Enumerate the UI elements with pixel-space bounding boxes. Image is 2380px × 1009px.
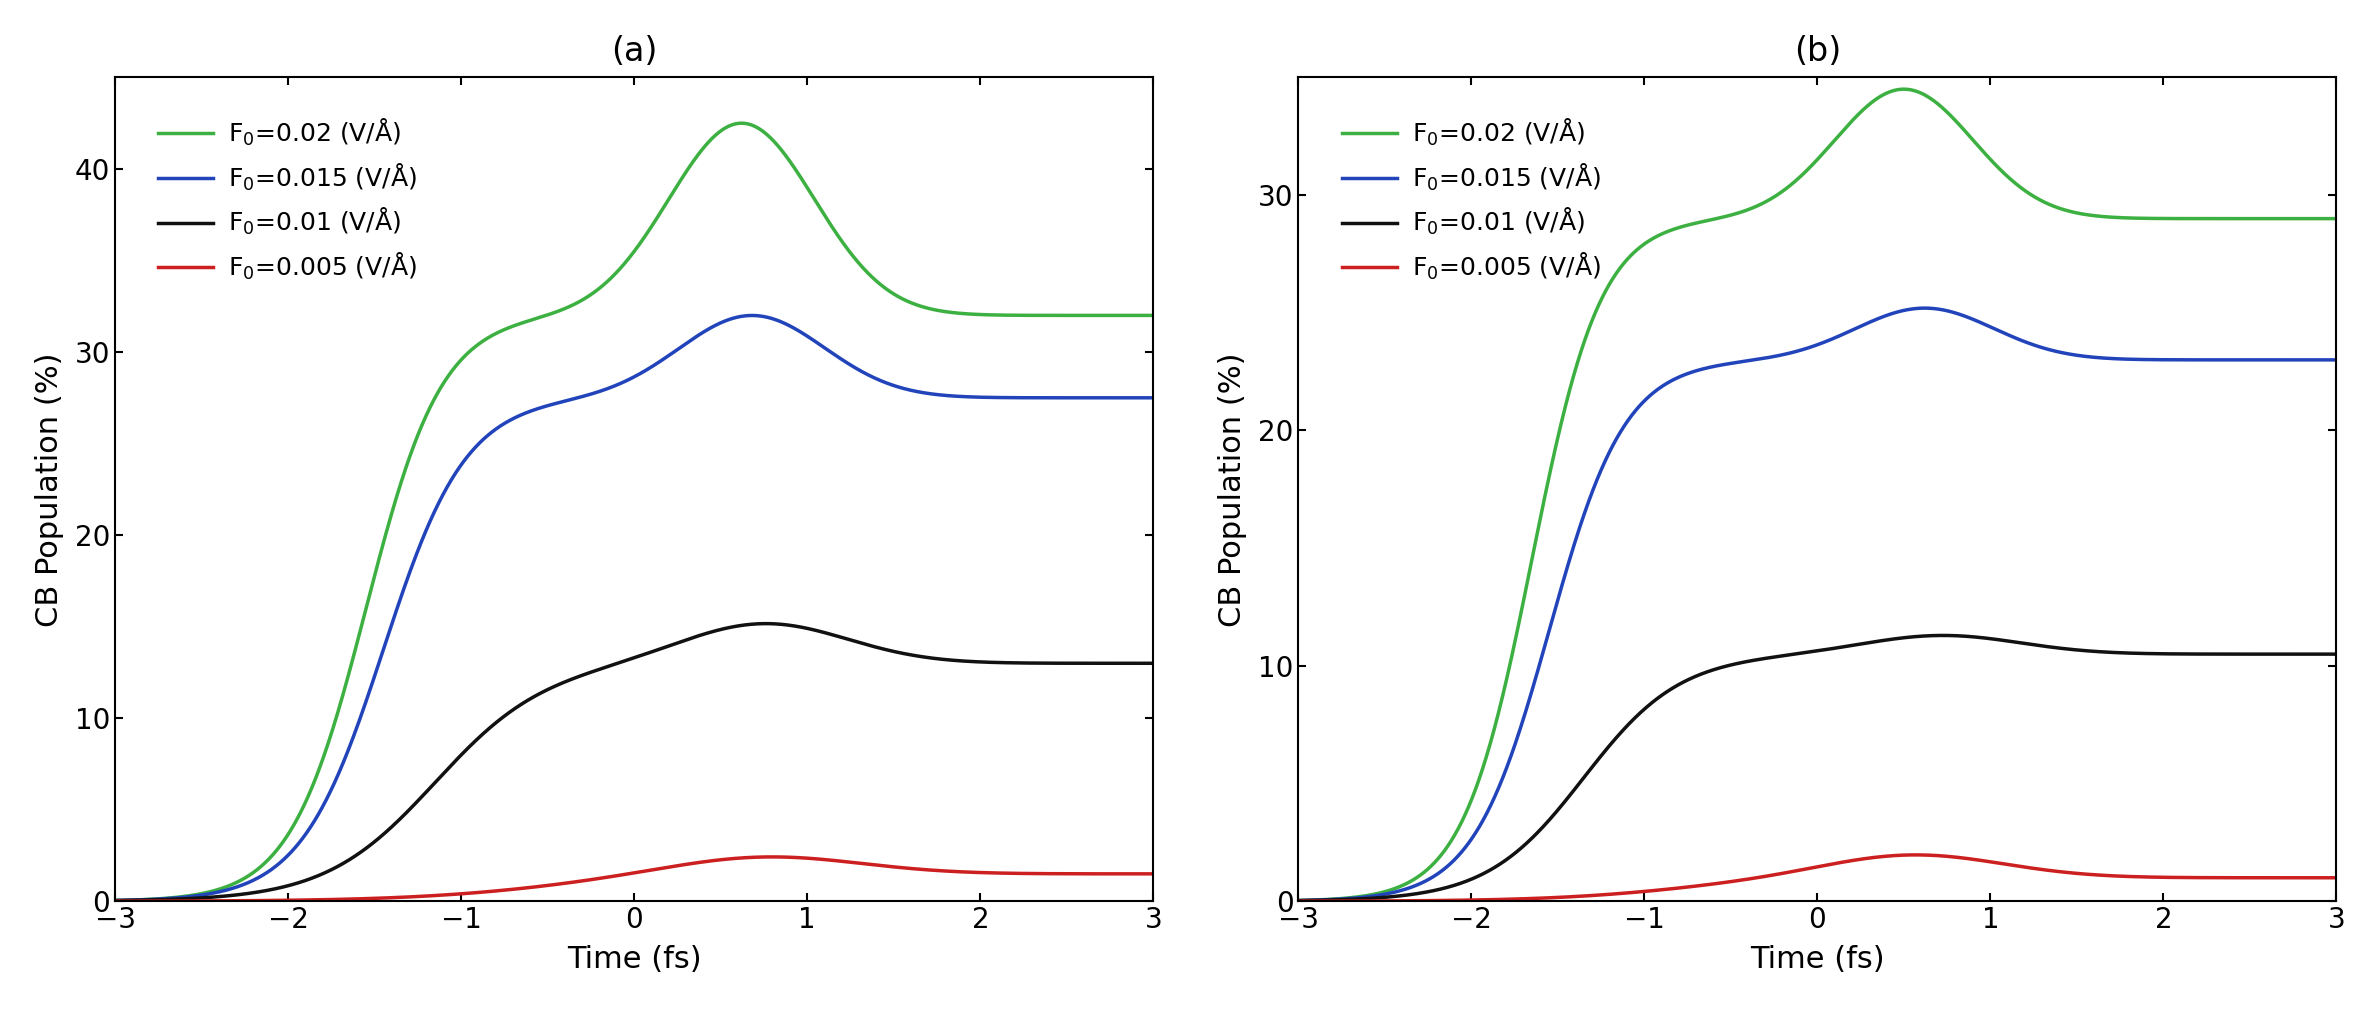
Line: F$_0$=0.015 (V/Å): F$_0$=0.015 (V/Å) [1297,308,2337,901]
F$_0$=0.01 (V/Å) [752,618,781,630]
F$_0$=0.02 (V/Å) [100,894,129,906]
F$_0$=0.005 (V/Å) [1140,868,1169,880]
Title: (b): (b) [1795,34,1842,68]
Legend: F$_0$=0.02 (V/Å), F$_0$=0.015 (V/Å), F$_0$=0.01 (V/Å), F$_0$=0.005 (V/Å): F$_0$=0.02 (V/Å), F$_0$=0.015 (V/Å), F$_… [1330,106,1611,293]
F$_0$=0.02 (V/Å) [281,816,309,828]
F$_0$=0.015 (V/Å) [1464,822,1492,834]
F$_0$=0.005 (V/Å) [757,851,785,863]
F$_0$=0.01 (V/Å) [1007,657,1035,669]
Line: F$_0$=0.005 (V/Å): F$_0$=0.005 (V/Å) [1297,855,2337,901]
F$_0$=0.005 (V/Å) [100,895,129,907]
F$_0$=0.015 (V/Å) [545,397,574,409]
F$_0$=0.005 (V/Å) [2301,872,2330,884]
F$_0$=0.015 (V/Å) [1728,356,1756,368]
F$_0$=0.005 (V/Å) [1119,868,1147,880]
Line: F$_0$=0.02 (V/Å): F$_0$=0.02 (V/Å) [114,123,1154,900]
F$_0$=0.005 (V/Å) [219,895,248,907]
F$_0$=0.005 (V/Å) [2190,872,2218,884]
F$_0$=0.005 (V/Å) [1902,849,1930,861]
F$_0$=0.01 (V/Å) [545,679,574,691]
F$_0$=0.01 (V/Å) [100,895,129,907]
F$_0$=0.015 (V/Å) [1911,302,1940,314]
Line: F$_0$=0.02 (V/Å): F$_0$=0.02 (V/Å) [1297,89,2337,900]
F$_0$=0.005 (V/Å) [545,878,574,890]
F$_0$=0.015 (V/Å) [281,842,309,854]
F$_0$=0.01 (V/Å) [1928,630,1956,642]
F$_0$=0.02 (V/Å) [1890,83,1918,95]
F$_0$=0.01 (V/Å) [1140,657,1169,669]
F$_0$=0.015 (V/Å) [2323,354,2351,366]
F$_0$=0.005 (V/Å) [1683,880,1711,892]
F$_0$=0.01 (V/Å) [2323,648,2351,660]
F$_0$=0.01 (V/Å) [219,889,248,901]
F$_0$=0.01 (V/Å) [1728,657,1756,669]
F$_0$=0.01 (V/Å) [1683,670,1711,682]
F$_0$=0.02 (V/Å) [2301,213,2330,225]
F$_0$=0.02 (V/Å) [545,305,574,317]
Y-axis label: CB Population (%): CB Population (%) [1219,352,1247,627]
F$_0$=0.015 (V/Å) [500,413,528,425]
F$_0$=0.02 (V/Å) [1683,217,1711,229]
F$_0$=0.015 (V/Å) [219,882,248,894]
F$_0$=0.015 (V/Å) [1119,391,1147,404]
Legend: F$_0$=0.02 (V/Å), F$_0$=0.015 (V/Å), F$_0$=0.01 (V/Å), F$_0$=0.005 (V/Å): F$_0$=0.02 (V/Å), F$_0$=0.015 (V/Å), F$_… [148,106,428,293]
F$_0$=0.015 (V/Å) [100,894,129,906]
F$_0$=0.015 (V/Å) [2301,354,2330,366]
F$_0$=0.02 (V/Å) [1728,206,1756,218]
X-axis label: Time (fs): Time (fs) [566,945,702,975]
F$_0$=0.02 (V/Å) [1402,872,1430,884]
F$_0$=0.015 (V/Å) [1283,895,1311,907]
Y-axis label: CB Population (%): CB Population (%) [36,352,64,627]
F$_0$=0.015 (V/Å) [1683,364,1711,376]
F$_0$=0.01 (V/Å) [1464,870,1492,882]
F$_0$=0.01 (V/Å) [1283,895,1311,907]
F$_0$=0.02 (V/Å) [728,117,757,129]
F$_0$=0.02 (V/Å) [1007,309,1035,321]
F$_0$=0.005 (V/Å) [1007,868,1035,880]
F$_0$=0.02 (V/Å) [2190,213,2218,225]
X-axis label: Time (fs): Time (fs) [1749,945,1885,975]
F$_0$=0.015 (V/Å) [1140,391,1169,404]
F$_0$=0.005 (V/Å) [281,894,309,906]
F$_0$=0.005 (V/Å) [1464,894,1492,906]
F$_0$=0.005 (V/Å) [500,883,528,895]
F$_0$=0.01 (V/Å) [2190,648,2218,660]
F$_0$=0.005 (V/Å) [1402,895,1430,907]
F$_0$=0.01 (V/Å) [1402,888,1430,900]
F$_0$=0.02 (V/Å) [1283,894,1311,906]
Line: F$_0$=0.005 (V/Å): F$_0$=0.005 (V/Å) [114,857,1154,901]
F$_0$=0.02 (V/Å) [1464,776,1492,788]
F$_0$=0.02 (V/Å) [1140,310,1169,322]
F$_0$=0.01 (V/Å) [2301,648,2330,660]
F$_0$=0.02 (V/Å) [500,320,528,332]
Title: (a): (a) [612,34,657,68]
F$_0$=0.02 (V/Å) [1119,310,1147,322]
F$_0$=0.005 (V/Å) [2323,872,2351,884]
F$_0$=0.02 (V/Å) [2323,213,2351,225]
F$_0$=0.02 (V/Å) [219,878,248,890]
F$_0$=0.01 (V/Å) [1119,657,1147,669]
F$_0$=0.01 (V/Å) [281,878,309,890]
Line: F$_0$=0.01 (V/Å): F$_0$=0.01 (V/Å) [1297,636,2337,901]
F$_0$=0.015 (V/Å) [1402,879,1430,891]
F$_0$=0.01 (V/Å) [500,703,528,715]
F$_0$=0.005 (V/Å) [1728,874,1756,886]
Line: F$_0$=0.01 (V/Å): F$_0$=0.01 (V/Å) [114,624,1154,901]
F$_0$=0.015 (V/Å) [2190,354,2218,366]
F$_0$=0.005 (V/Å) [1283,895,1311,907]
F$_0$=0.015 (V/Å) [738,310,766,322]
Line: F$_0$=0.015 (V/Å): F$_0$=0.015 (V/Å) [114,316,1154,900]
F$_0$=0.015 (V/Å) [1007,391,1035,404]
